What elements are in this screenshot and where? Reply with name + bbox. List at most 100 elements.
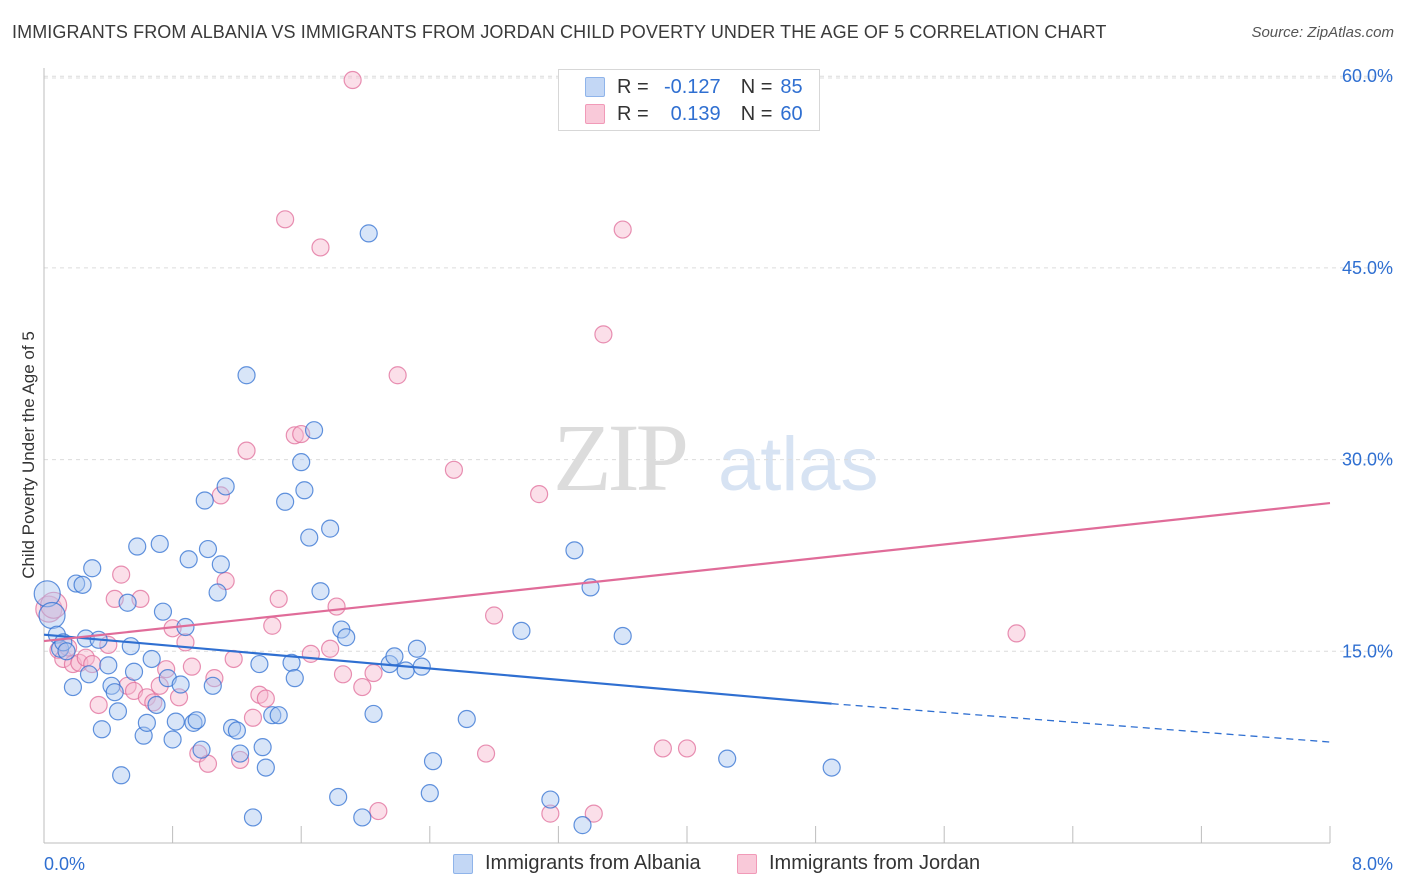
albania-point — [407, 639, 427, 658]
jordan-point — [653, 739, 672, 758]
albania-point — [269, 706, 288, 725]
series-albania-points — [33, 224, 841, 835]
albania-point — [822, 758, 841, 777]
jordan-point — [256, 689, 275, 708]
watermark: ZIP atlas — [553, 404, 879, 511]
legend-r-label: R = — [617, 102, 649, 125]
albania-point — [63, 677, 83, 697]
jordan-point — [388, 366, 407, 385]
albania-point — [282, 653, 301, 672]
jordan-point — [584, 804, 603, 823]
albania-point — [243, 808, 263, 827]
stats-legend: R = -0.127 N = 85 R = 0.139 N = 60 — [558, 69, 820, 131]
jordan-point — [369, 801, 388, 821]
legend-n-label: N = — [740, 75, 773, 98]
albania-point — [195, 491, 214, 510]
watermark-atlas: atlas — [718, 422, 879, 507]
albania-point — [105, 683, 124, 702]
jordan-point — [144, 693, 163, 712]
albania-point — [92, 720, 111, 739]
bottom-legend-swatch-jordan — [737, 853, 757, 874]
bottom-legend-albania: Immigrants from Albania — [453, 852, 701, 875]
jordan-point — [211, 486, 230, 505]
albania-point — [38, 601, 66, 630]
trend-lines — [43, 501, 1331, 743]
albania-point — [541, 790, 560, 809]
jordan-point — [243, 708, 263, 727]
albania-point — [124, 662, 144, 681]
albania-point — [137, 713, 156, 732]
gridlines — [44, 75, 1393, 652]
albania-point — [385, 647, 404, 666]
jordan-point — [476, 744, 496, 763]
albania-point — [142, 649, 161, 669]
albania-point — [276, 492, 295, 511]
jordan-point — [353, 677, 372, 697]
y-tick-label: 45.0% — [1342, 258, 1393, 278]
legend-r-value: 0.139 — [670, 102, 721, 125]
albania-point — [237, 366, 256, 385]
albania-point — [423, 752, 443, 771]
albania-point — [216, 477, 235, 496]
albania-point — [231, 744, 250, 763]
jordan-point — [613, 220, 632, 239]
albania-point — [79, 665, 99, 684]
albania-point — [263, 706, 282, 725]
albania-point — [150, 534, 169, 554]
y-tick-label: 30.0% — [1342, 450, 1393, 470]
jordan-point — [205, 669, 224, 688]
y-tick-label: 15.0% — [1342, 641, 1393, 661]
albania-point — [292, 453, 311, 472]
albania-point — [128, 537, 147, 556]
legend-swatch-jordan — [585, 104, 605, 124]
legend-row-albania: R = -0.127 N = 85 — [585, 74, 803, 100]
albania-point — [718, 749, 737, 768]
albania-point — [222, 718, 242, 738]
albania-point — [359, 224, 378, 243]
legend-n-value: 85 — [780, 75, 803, 98]
trend-albania-extension — [831, 703, 1331, 743]
x-tick-label-min: 0.0% — [44, 854, 85, 874]
albania-point — [108, 702, 128, 721]
trend-albania — [43, 633, 832, 705]
albania-point — [187, 711, 206, 730]
jordan-point — [530, 485, 549, 504]
albania-point — [166, 712, 185, 731]
albania-point — [250, 654, 269, 674]
jordan-point — [231, 750, 250, 770]
albania-point — [396, 661, 415, 680]
albania-point — [512, 621, 531, 640]
albania-point — [227, 721, 246, 740]
jordan-point — [321, 639, 340, 658]
albania-point — [83, 559, 102, 578]
albania-point — [457, 709, 476, 729]
y-axis-label: Child Poverty Under the Age of 5 — [19, 331, 38, 579]
albania-point — [253, 738, 272, 757]
jordan-point — [276, 210, 295, 229]
bottom-legend-swatch-albania — [453, 853, 473, 874]
source-label: Source: ZipAtlas.com — [1251, 24, 1394, 41]
albania-point — [573, 816, 592, 835]
chart-title: IMMIGRANTS FROM ALBANIA VS IMMIGRANTS FR… — [12, 22, 1107, 42]
albania-point — [203, 676, 222, 695]
albania-point — [118, 593, 137, 612]
albania-point — [613, 626, 632, 646]
albania-point — [321, 519, 340, 538]
albania-point — [295, 481, 314, 500]
albania-point — [99, 656, 118, 675]
albania-point — [337, 628, 356, 647]
jordan-point — [364, 663, 383, 683]
jordan-point — [285, 426, 304, 445]
albania-point — [256, 758, 275, 777]
albania-point — [311, 582, 330, 601]
jordan-point — [83, 654, 102, 674]
jordan-point — [269, 589, 288, 609]
bottom-legend-label-albania: Immigrants from Albania — [485, 852, 701, 874]
axes — [43, 68, 1331, 844]
trend-jordan — [43, 501, 1331, 643]
jordan-point — [444, 460, 464, 479]
albania-point — [179, 550, 198, 569]
y-tick-labels: 15.0% 30.0% 45.0% 60.0% — [1342, 66, 1393, 661]
albania-point — [147, 695, 166, 715]
